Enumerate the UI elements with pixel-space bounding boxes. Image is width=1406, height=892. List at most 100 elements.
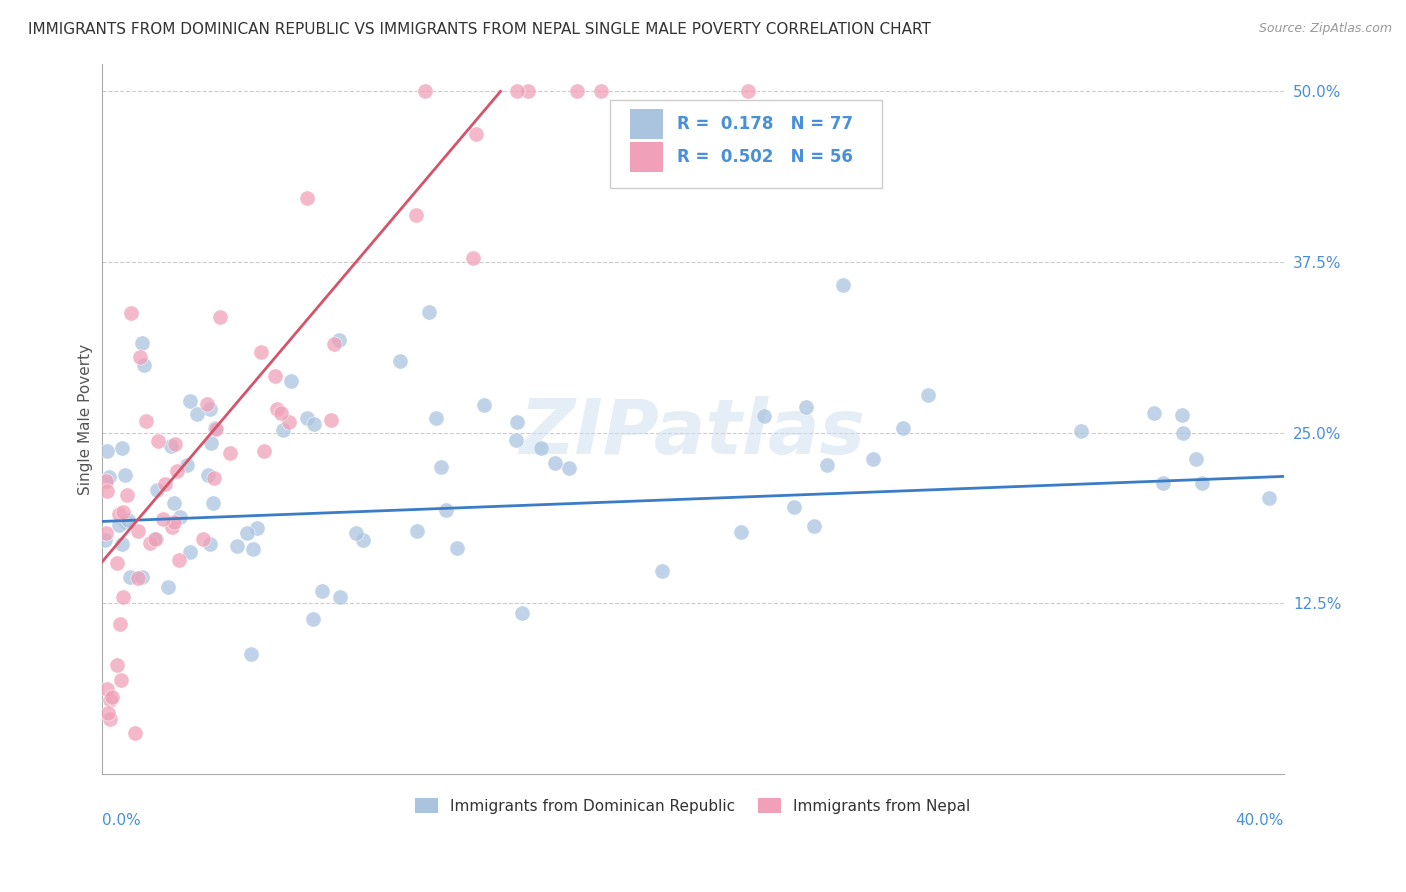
Point <box>176 458 198 472</box>
Point <box>506 84 529 98</box>
Point <box>202 495 225 509</box>
Point <box>155 477 177 491</box>
Point <box>253 444 276 458</box>
Point <box>754 409 776 424</box>
Point <box>162 496 184 510</box>
Point <box>134 358 156 372</box>
Point <box>558 461 581 475</box>
Point <box>242 542 264 557</box>
Point <box>917 388 939 402</box>
Point <box>163 515 186 529</box>
Point <box>406 524 429 538</box>
Point <box>96 682 118 697</box>
Text: R =  0.502   N = 56: R = 0.502 N = 56 <box>678 148 853 166</box>
Point <box>510 606 533 620</box>
Point <box>323 337 346 351</box>
Point <box>107 556 129 570</box>
Point <box>1191 475 1213 490</box>
Point <box>200 436 222 450</box>
Text: 0.0%: 0.0% <box>101 813 141 828</box>
Point <box>163 437 186 451</box>
Point <box>472 398 495 412</box>
Point <box>146 483 169 497</box>
Point <box>200 402 222 417</box>
Point <box>311 583 333 598</box>
Point <box>352 533 374 547</box>
Text: IMMIGRANTS FROM DOMINICAN REPUBLIC VS IMMIGRANTS FROM NEPAL SINGLE MALE POVERTY : IMMIGRANTS FROM DOMINICAN REPUBLIC VS IM… <box>28 22 931 37</box>
Point <box>730 524 752 539</box>
Point <box>157 580 180 594</box>
Point <box>198 537 221 551</box>
Text: Source: ZipAtlas.com: Source: ZipAtlas.com <box>1258 22 1392 36</box>
Point <box>1143 406 1166 420</box>
Point <box>118 569 141 583</box>
Text: R =  0.178   N = 77: R = 0.178 N = 77 <box>678 115 853 133</box>
Point <box>131 336 153 351</box>
Point <box>94 474 117 488</box>
Point <box>110 616 132 631</box>
Point <box>329 590 352 604</box>
Point <box>166 464 188 478</box>
Point <box>117 513 139 527</box>
Point <box>465 127 488 141</box>
Point <box>160 520 183 534</box>
Point <box>97 706 120 721</box>
Point <box>815 458 838 472</box>
Point <box>236 526 259 541</box>
Point <box>266 401 288 416</box>
Point <box>131 570 153 584</box>
Point <box>112 505 135 519</box>
Point <box>114 468 136 483</box>
Point <box>430 460 453 475</box>
Point <box>1070 424 1092 438</box>
Point <box>413 84 436 98</box>
Point <box>146 434 169 448</box>
Point <box>891 420 914 434</box>
Point <box>463 252 485 266</box>
Point <box>273 423 295 437</box>
Point <box>651 564 673 578</box>
FancyBboxPatch shape <box>630 142 664 172</box>
Point <box>388 353 411 368</box>
Point <box>280 374 302 388</box>
Point <box>93 533 115 548</box>
Point <box>197 467 219 482</box>
Point <box>97 469 120 483</box>
Point <box>112 590 135 604</box>
Point <box>139 536 162 550</box>
Point <box>278 415 301 429</box>
Point <box>179 393 201 408</box>
Point <box>405 208 427 222</box>
Point <box>218 446 240 460</box>
Point <box>127 571 149 585</box>
Point <box>794 400 817 414</box>
Point <box>737 84 759 98</box>
Point <box>803 518 825 533</box>
Point <box>129 350 152 364</box>
Point <box>110 673 132 687</box>
Point <box>544 456 567 470</box>
Point <box>111 441 134 455</box>
Point <box>205 421 228 435</box>
Point <box>831 277 853 292</box>
Point <box>193 532 215 546</box>
Point <box>105 658 128 673</box>
Point <box>505 433 527 447</box>
Point <box>862 452 884 467</box>
Point <box>250 344 273 359</box>
Point <box>204 420 226 434</box>
Point <box>208 310 231 324</box>
Point <box>434 503 457 517</box>
Point <box>295 411 318 425</box>
Point <box>98 693 121 707</box>
Point <box>1171 425 1194 440</box>
Point <box>517 84 540 98</box>
Point <box>1257 491 1279 505</box>
Point <box>565 84 588 98</box>
Point <box>295 191 318 205</box>
Point <box>108 518 131 533</box>
Point <box>346 526 368 541</box>
Point <box>1152 475 1174 490</box>
Legend: Immigrants from Dominican Republic, Immigrants from Nepal: Immigrants from Dominican Republic, Immi… <box>409 791 977 820</box>
Point <box>301 612 323 626</box>
